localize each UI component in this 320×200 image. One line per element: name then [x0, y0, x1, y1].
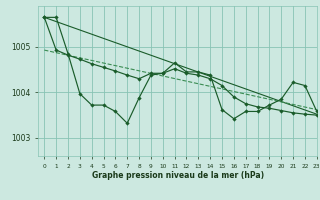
- X-axis label: Graphe pression niveau de la mer (hPa): Graphe pression niveau de la mer (hPa): [92, 171, 264, 180]
